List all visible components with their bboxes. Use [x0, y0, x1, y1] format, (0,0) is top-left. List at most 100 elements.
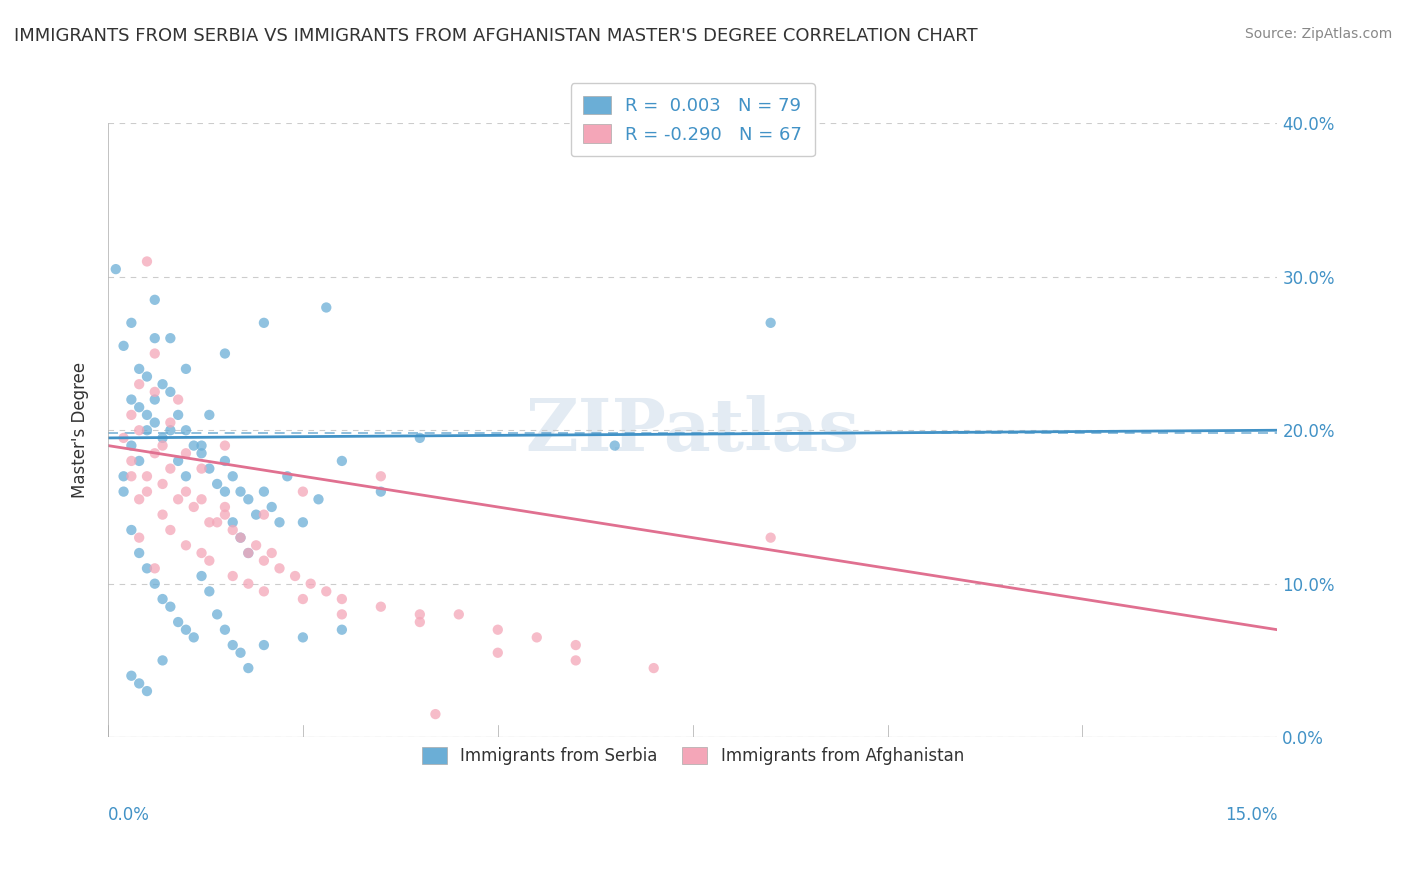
Point: [238, 661, 260, 675]
Point: [291, 516, 314, 530]
Point: [136, 684, 159, 698]
Point: [603, 439, 626, 453]
Point: [269, 561, 291, 575]
Point: [136, 469, 159, 483]
Point: [564, 638, 586, 652]
Point: [143, 561, 166, 575]
Point: [167, 454, 190, 468]
Point: [143, 392, 166, 407]
Point: [136, 484, 159, 499]
Point: [253, 484, 276, 499]
Point: [370, 484, 392, 499]
Point: [112, 339, 135, 353]
Point: [174, 484, 197, 499]
Point: [198, 408, 221, 422]
Point: [269, 516, 291, 530]
Point: [120, 523, 142, 537]
Point: [128, 676, 150, 690]
Point: [190, 569, 212, 583]
Point: [222, 569, 245, 583]
Point: [183, 631, 205, 645]
Point: [214, 439, 236, 453]
Point: [159, 461, 181, 475]
Point: [299, 576, 322, 591]
Point: [238, 546, 260, 560]
Point: [143, 293, 166, 307]
Point: [253, 584, 276, 599]
Point: [214, 484, 236, 499]
Point: [291, 631, 314, 645]
Legend: R =  0.003   N = 79, R = -0.290   N = 67: R = 0.003 N = 79, R = -0.290 N = 67: [571, 83, 814, 156]
Text: Source: ZipAtlas.com: Source: ZipAtlas.com: [1244, 27, 1392, 41]
Point: [183, 439, 205, 453]
Point: [143, 576, 166, 591]
Y-axis label: Master's Degree: Master's Degree: [72, 362, 89, 499]
Point: [167, 392, 190, 407]
Point: [190, 461, 212, 475]
Point: [136, 369, 159, 384]
Point: [205, 477, 228, 491]
Point: [205, 516, 228, 530]
Point: [214, 454, 236, 468]
Point: [229, 531, 252, 545]
Point: [120, 392, 142, 407]
Point: [174, 623, 197, 637]
Text: 0.0%: 0.0%: [108, 806, 150, 824]
Point: [291, 592, 314, 607]
Point: [152, 508, 174, 522]
Point: [222, 523, 245, 537]
Point: [152, 431, 174, 445]
Point: [370, 599, 392, 614]
Point: [447, 607, 470, 622]
Point: [167, 492, 190, 507]
Point: [315, 584, 337, 599]
Point: [136, 408, 159, 422]
Point: [120, 669, 142, 683]
Point: [174, 446, 197, 460]
Point: [174, 362, 197, 376]
Point: [253, 508, 276, 522]
Point: [104, 262, 127, 277]
Point: [128, 401, 150, 415]
Point: [260, 546, 283, 560]
Point: [190, 446, 212, 460]
Point: [260, 500, 283, 514]
Point: [128, 531, 150, 545]
Point: [759, 316, 782, 330]
Point: [486, 646, 509, 660]
Point: [214, 623, 236, 637]
Point: [229, 531, 252, 545]
Point: [425, 707, 447, 722]
Point: [152, 439, 174, 453]
Point: [245, 538, 267, 552]
Point: [167, 408, 190, 422]
Point: [238, 576, 260, 591]
Point: [159, 331, 181, 345]
Point: [136, 561, 159, 575]
Point: [120, 439, 142, 453]
Point: [245, 508, 267, 522]
Point: [330, 592, 353, 607]
Point: [143, 416, 166, 430]
Point: [253, 554, 276, 568]
Point: [370, 469, 392, 483]
Point: [152, 592, 174, 607]
Point: [120, 469, 142, 483]
Point: [143, 446, 166, 460]
Point: [159, 423, 181, 437]
Point: [128, 423, 150, 437]
Point: [128, 362, 150, 376]
Point: [409, 615, 432, 629]
Point: [112, 484, 135, 499]
Point: [253, 638, 276, 652]
Point: [190, 439, 212, 453]
Point: [167, 615, 190, 629]
Point: [238, 546, 260, 560]
Point: [198, 554, 221, 568]
Point: [291, 484, 314, 499]
Point: [174, 538, 197, 552]
Point: [198, 516, 221, 530]
Point: [143, 384, 166, 399]
Point: [486, 623, 509, 637]
Point: [128, 377, 150, 392]
